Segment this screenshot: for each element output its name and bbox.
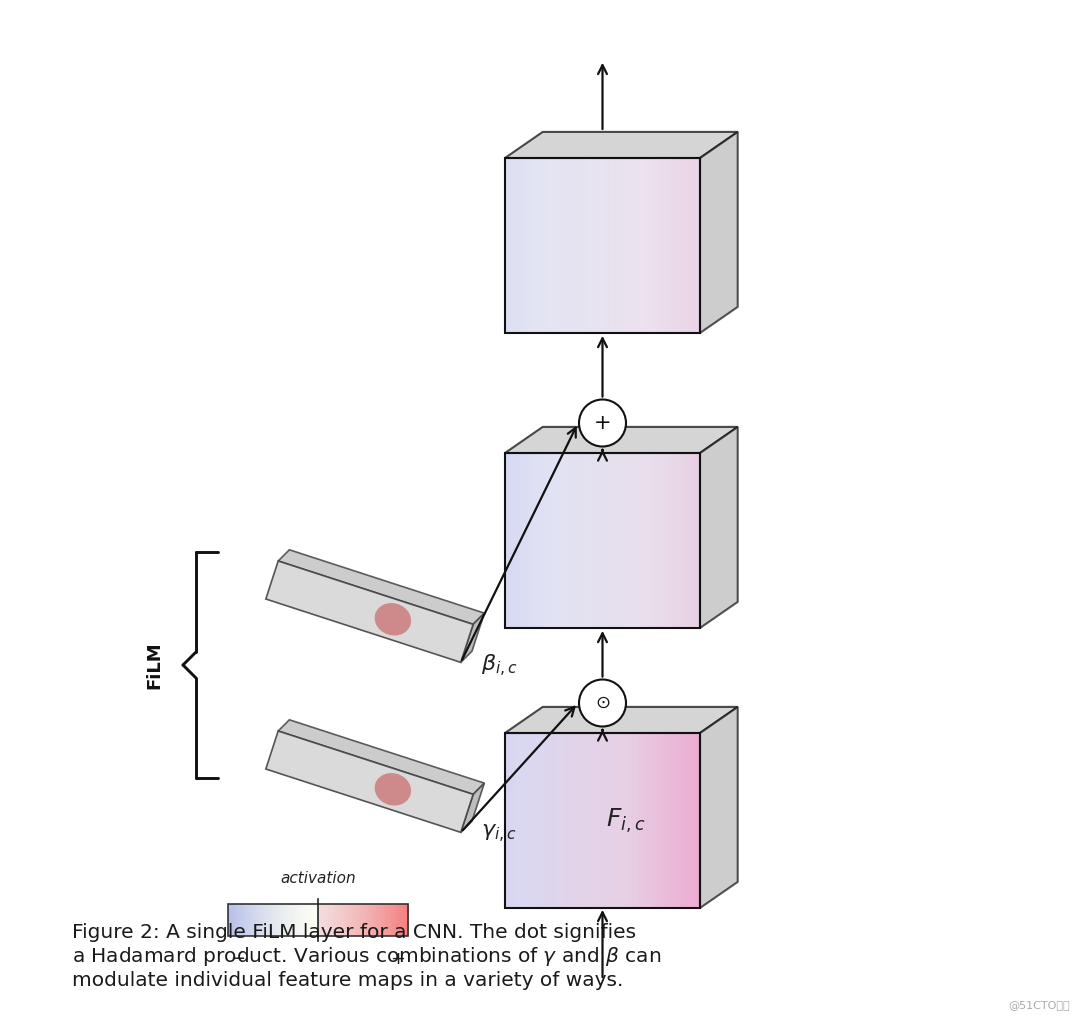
Polygon shape [266, 731, 473, 833]
Ellipse shape [375, 773, 411, 805]
Ellipse shape [375, 603, 411, 635]
Circle shape [579, 399, 626, 447]
Polygon shape [700, 706, 738, 908]
Polygon shape [505, 706, 738, 733]
Text: $\beta_{i,c}$: $\beta_{i,c}$ [482, 653, 518, 679]
Polygon shape [505, 427, 738, 453]
Text: Figure 2: A single FiLM layer for a CNN. The dot signifies
a Hadamard product. V: Figure 2: A single FiLM layer for a CNN.… [72, 922, 661, 989]
Polygon shape [700, 132, 738, 333]
Text: $F_{i,c}$: $F_{i,c}$ [606, 806, 646, 835]
Text: +: + [391, 950, 405, 968]
Polygon shape [279, 720, 484, 794]
Polygon shape [700, 427, 738, 628]
Polygon shape [279, 550, 484, 624]
Polygon shape [266, 561, 473, 663]
Polygon shape [461, 613, 484, 663]
Polygon shape [505, 132, 738, 158]
Text: activation: activation [280, 871, 355, 886]
Text: $\gamma_{i,c}$: $\gamma_{i,c}$ [482, 823, 517, 845]
Text: @51CTO博客: @51CTO博客 [1009, 1000, 1070, 1010]
Circle shape [579, 679, 626, 727]
Text: FiLM: FiLM [145, 641, 163, 689]
Text: +: + [594, 413, 611, 433]
Polygon shape [461, 783, 484, 833]
Text: −: − [230, 950, 245, 968]
Text: ⊙: ⊙ [595, 694, 610, 712]
